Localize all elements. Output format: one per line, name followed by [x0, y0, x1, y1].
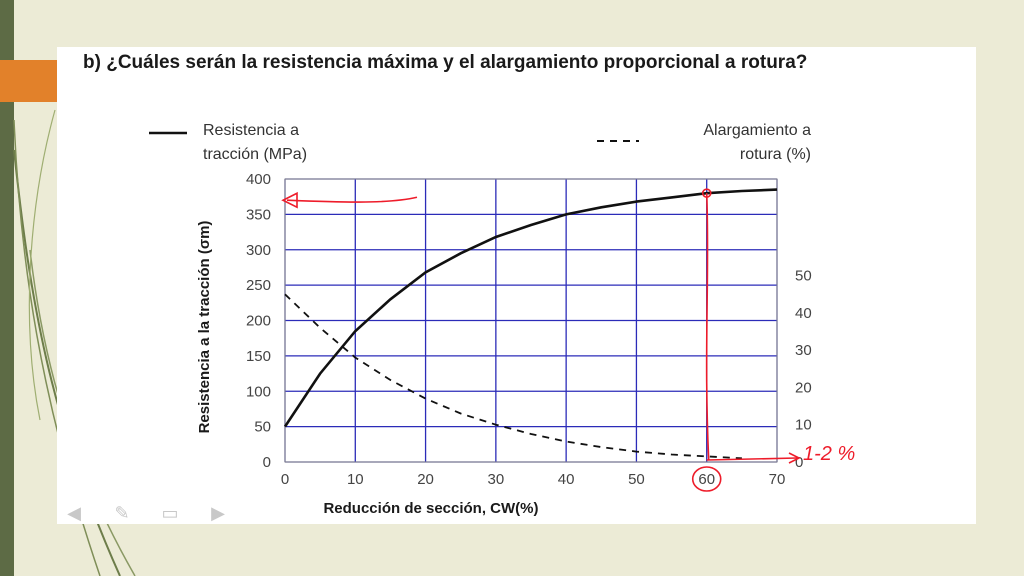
chart-grid [284, 178, 778, 463]
vertical-reading-line [705, 193, 710, 461]
slide-nav-toolbar: ◀ ✎ ▭ ▶ [57, 503, 235, 523]
circled-60-mark [691, 466, 722, 492]
y-axis-label: Resistencia a la tracción (σm) [196, 221, 213, 434]
series-line-resistencia [283, 188, 778, 428]
chart-series [283, 188, 778, 460]
y-tick-label: 400 [246, 171, 271, 188]
right-arrow-line [706, 457, 798, 461]
series-line-alargamiento [284, 293, 742, 460]
left-decorative-band [0, 0, 14, 576]
axis-ticks: 0 10 20 30 40 50 60 70 0 50 100 150 200 250 300 350 400 0… [246, 171, 812, 488]
y-tick-label: 200 [246, 313, 271, 330]
x-axis-label: Reducción de sección, CW(%) [323, 500, 538, 517]
x-tick-label: 30 [488, 471, 505, 488]
legend-label-resistencia: Resistencia a tracción (MPa) [203, 122, 307, 163]
orange-accent-tab [0, 60, 57, 102]
x-tick-label: 60 [698, 471, 715, 488]
pen-icon[interactable]: ✎ [114, 503, 130, 523]
chart-legend: Resistencia a tracción (MPa) Alargamiento… [149, 122, 811, 163]
strength-elongation-chart: Resistencia a tracción (MPa) Alargamiento… [149, 122, 855, 517]
x-tick-label: 10 [347, 471, 364, 488]
x-tick-label: 20 [417, 471, 434, 488]
y-tick-label: 250 [246, 277, 271, 294]
left-arrow-head [281, 191, 298, 209]
left-arrow-line [286, 196, 418, 203]
y2-tick-label: 30 [795, 342, 812, 359]
y2-tick-label: 10 [795, 417, 812, 434]
y-tick-label: 350 [246, 206, 271, 223]
handwritten-annotations: 1-2 % [281, 188, 855, 492]
y2-tick-label: 50 [795, 268, 812, 285]
x-tick-label: 40 [558, 471, 575, 488]
y-tick-label: 50 [254, 419, 271, 436]
y-tick-label: 100 [246, 383, 271, 400]
y-tick-label: 300 [246, 242, 271, 259]
y2-tick-label: 0 [795, 454, 803, 471]
menu-icon[interactable]: ▭ [161, 503, 179, 523]
y2-tick-label: 20 [795, 379, 812, 396]
x-tick-label: 0 [281, 471, 289, 488]
right-arrow-head [788, 452, 801, 464]
legend-label-alargamiento: Alargamiento a rotura (%) [703, 122, 811, 163]
y-tick-label: 0 [263, 454, 271, 471]
y2-tick-label: 40 [795, 305, 812, 322]
nav-back-icon[interactable]: ◀ [67, 503, 81, 523]
x-tick-label: 70 [769, 471, 786, 488]
handwritten-answer: 1-2 % [803, 443, 855, 465]
y-tick-label: 150 [246, 348, 271, 365]
nav-forward-icon[interactable]: ▶ [211, 503, 225, 523]
x-tick-label: 50 [628, 471, 645, 488]
question-text: b) ¿Cuáles serán la resistencia máxima y… [83, 52, 808, 73]
plot-frame [284, 178, 778, 463]
slide-content: b) ¿Cuáles serán la resistencia máxima y… [57, 47, 976, 524]
